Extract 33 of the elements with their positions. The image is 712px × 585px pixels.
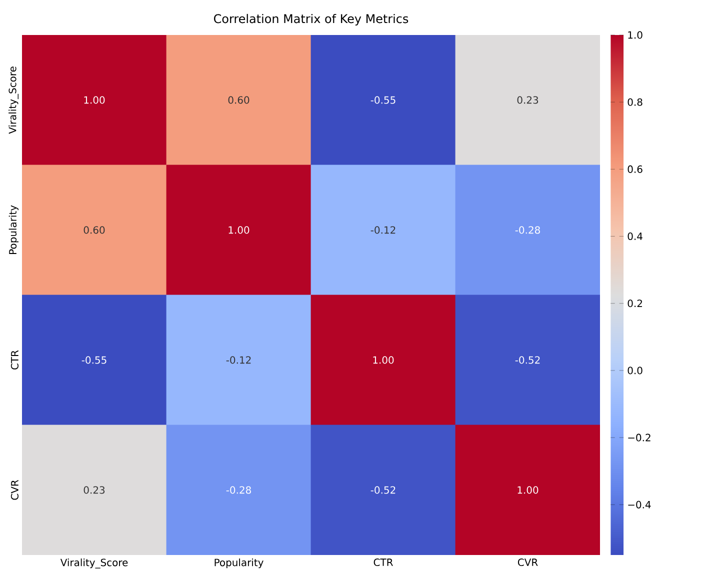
color-bar-label: 1.0 [628,31,642,39]
data-label: 1.00 [518,486,538,494]
y-tick-label: Popularity [8,205,18,254]
data-label: -0.55 [82,356,106,364]
color-bar-label: −0.4 [628,500,651,508]
color-bar-label: 0.6 [628,165,642,173]
chart-title: Correlation Matrix of Key Metrics [214,14,408,26]
x-tick-label: Popularity [214,558,264,568]
color-bar-label: 0.0 [628,366,642,374]
data-label: -0.52 [515,356,540,364]
data-label: -0.12 [370,226,396,234]
color-bar-label: 0.2 [628,300,642,308]
y-tick-label: CVR [10,480,18,500]
y-tick-label: CTR [10,350,18,370]
data-label: -0.55 [370,96,396,104]
x-tick-label: CVR [518,558,538,566]
color-bar-label: −0.2 [628,434,650,442]
y-tick-label: Virality_Score [8,66,18,134]
data-label: 1.00 [373,356,394,364]
data-label: -0.28 [515,226,540,234]
data-label: 1.00 [228,226,250,234]
data-label: 0.23 [517,96,538,104]
data-label: 1.00 [84,96,105,104]
data-label: -0.52 [370,486,396,494]
data-label: 0.60 [228,96,250,104]
x-tick-label: Virality_Score [60,558,128,568]
data-label: 0.60 [84,226,105,234]
color-bar-label: 0.4 [628,232,642,240]
data-label: -0.28 [226,486,251,494]
data-label: -0.12 [226,356,251,364]
color-bar-label: 0.8 [628,98,642,106]
x-tick-label: CTR [374,558,393,566]
data-label: 0.23 [84,486,105,494]
